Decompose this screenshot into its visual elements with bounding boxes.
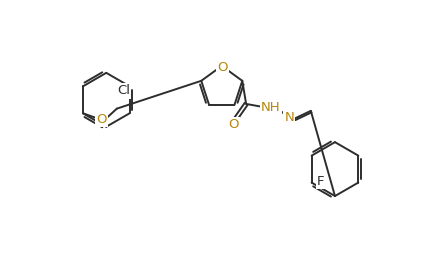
- Text: O: O: [96, 113, 107, 126]
- Text: O: O: [228, 118, 239, 131]
- Text: NH: NH: [261, 101, 280, 114]
- Text: F: F: [317, 175, 325, 187]
- Text: N: N: [284, 111, 294, 124]
- Text: Cl: Cl: [117, 84, 130, 97]
- Text: O: O: [217, 61, 228, 74]
